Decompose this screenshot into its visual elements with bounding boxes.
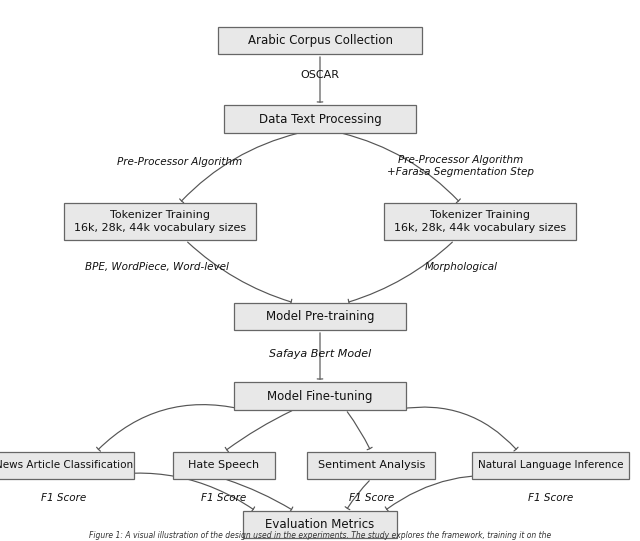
Text: F1 Score: F1 Score xyxy=(42,493,86,503)
Text: Evaluation Metrics: Evaluation Metrics xyxy=(266,518,374,531)
Text: Natural Language Inference: Natural Language Inference xyxy=(477,460,623,470)
Text: Model Pre-training: Model Pre-training xyxy=(266,310,374,323)
Text: Figure 1: A visual illustration of the design used in the experiments. The study: Figure 1: A visual illustration of the d… xyxy=(89,531,551,540)
FancyBboxPatch shape xyxy=(173,452,275,479)
Text: Tokenizer Training
16k, 28k, 44k vocabulary sizes: Tokenizer Training 16k, 28k, 44k vocabul… xyxy=(394,210,566,233)
FancyBboxPatch shape xyxy=(224,105,416,133)
FancyBboxPatch shape xyxy=(472,452,629,479)
Text: Morphological: Morphological xyxy=(424,262,497,272)
Text: Pre-Processor Algorithm: Pre-Processor Algorithm xyxy=(116,157,242,167)
Text: BPE, WordPiece, Word-level: BPE, WordPiece, Word-level xyxy=(85,262,228,272)
Text: Data Text Processing: Data Text Processing xyxy=(259,113,381,126)
Text: Sentiment Analysis: Sentiment Analysis xyxy=(317,460,425,470)
Text: Safaya Bert Model: Safaya Bert Model xyxy=(269,349,371,359)
Text: Arabic Corpus Collection: Arabic Corpus Collection xyxy=(248,34,392,47)
FancyBboxPatch shape xyxy=(64,203,256,240)
Text: F1 Score: F1 Score xyxy=(202,493,246,503)
Text: OSCAR: OSCAR xyxy=(301,70,339,80)
FancyBboxPatch shape xyxy=(234,303,406,330)
Text: F1 Score: F1 Score xyxy=(528,493,573,503)
FancyBboxPatch shape xyxy=(384,203,576,240)
Text: Tokenizer Training
16k, 28k, 44k vocabulary sizes: Tokenizer Training 16k, 28k, 44k vocabul… xyxy=(74,210,246,233)
Text: Hate Speech: Hate Speech xyxy=(188,460,260,470)
FancyBboxPatch shape xyxy=(307,452,435,479)
Text: F1 Score: F1 Score xyxy=(349,493,394,503)
FancyBboxPatch shape xyxy=(243,511,397,538)
Text: News Article Classification: News Article Classification xyxy=(0,460,133,470)
Text: Model Fine-tuning: Model Fine-tuning xyxy=(268,390,372,403)
FancyBboxPatch shape xyxy=(234,382,406,410)
FancyBboxPatch shape xyxy=(218,27,422,54)
Text: Pre-Processor Algorithm
+Farasa Segmentation Step: Pre-Processor Algorithm +Farasa Segmenta… xyxy=(387,155,534,177)
FancyBboxPatch shape xyxy=(0,452,134,479)
